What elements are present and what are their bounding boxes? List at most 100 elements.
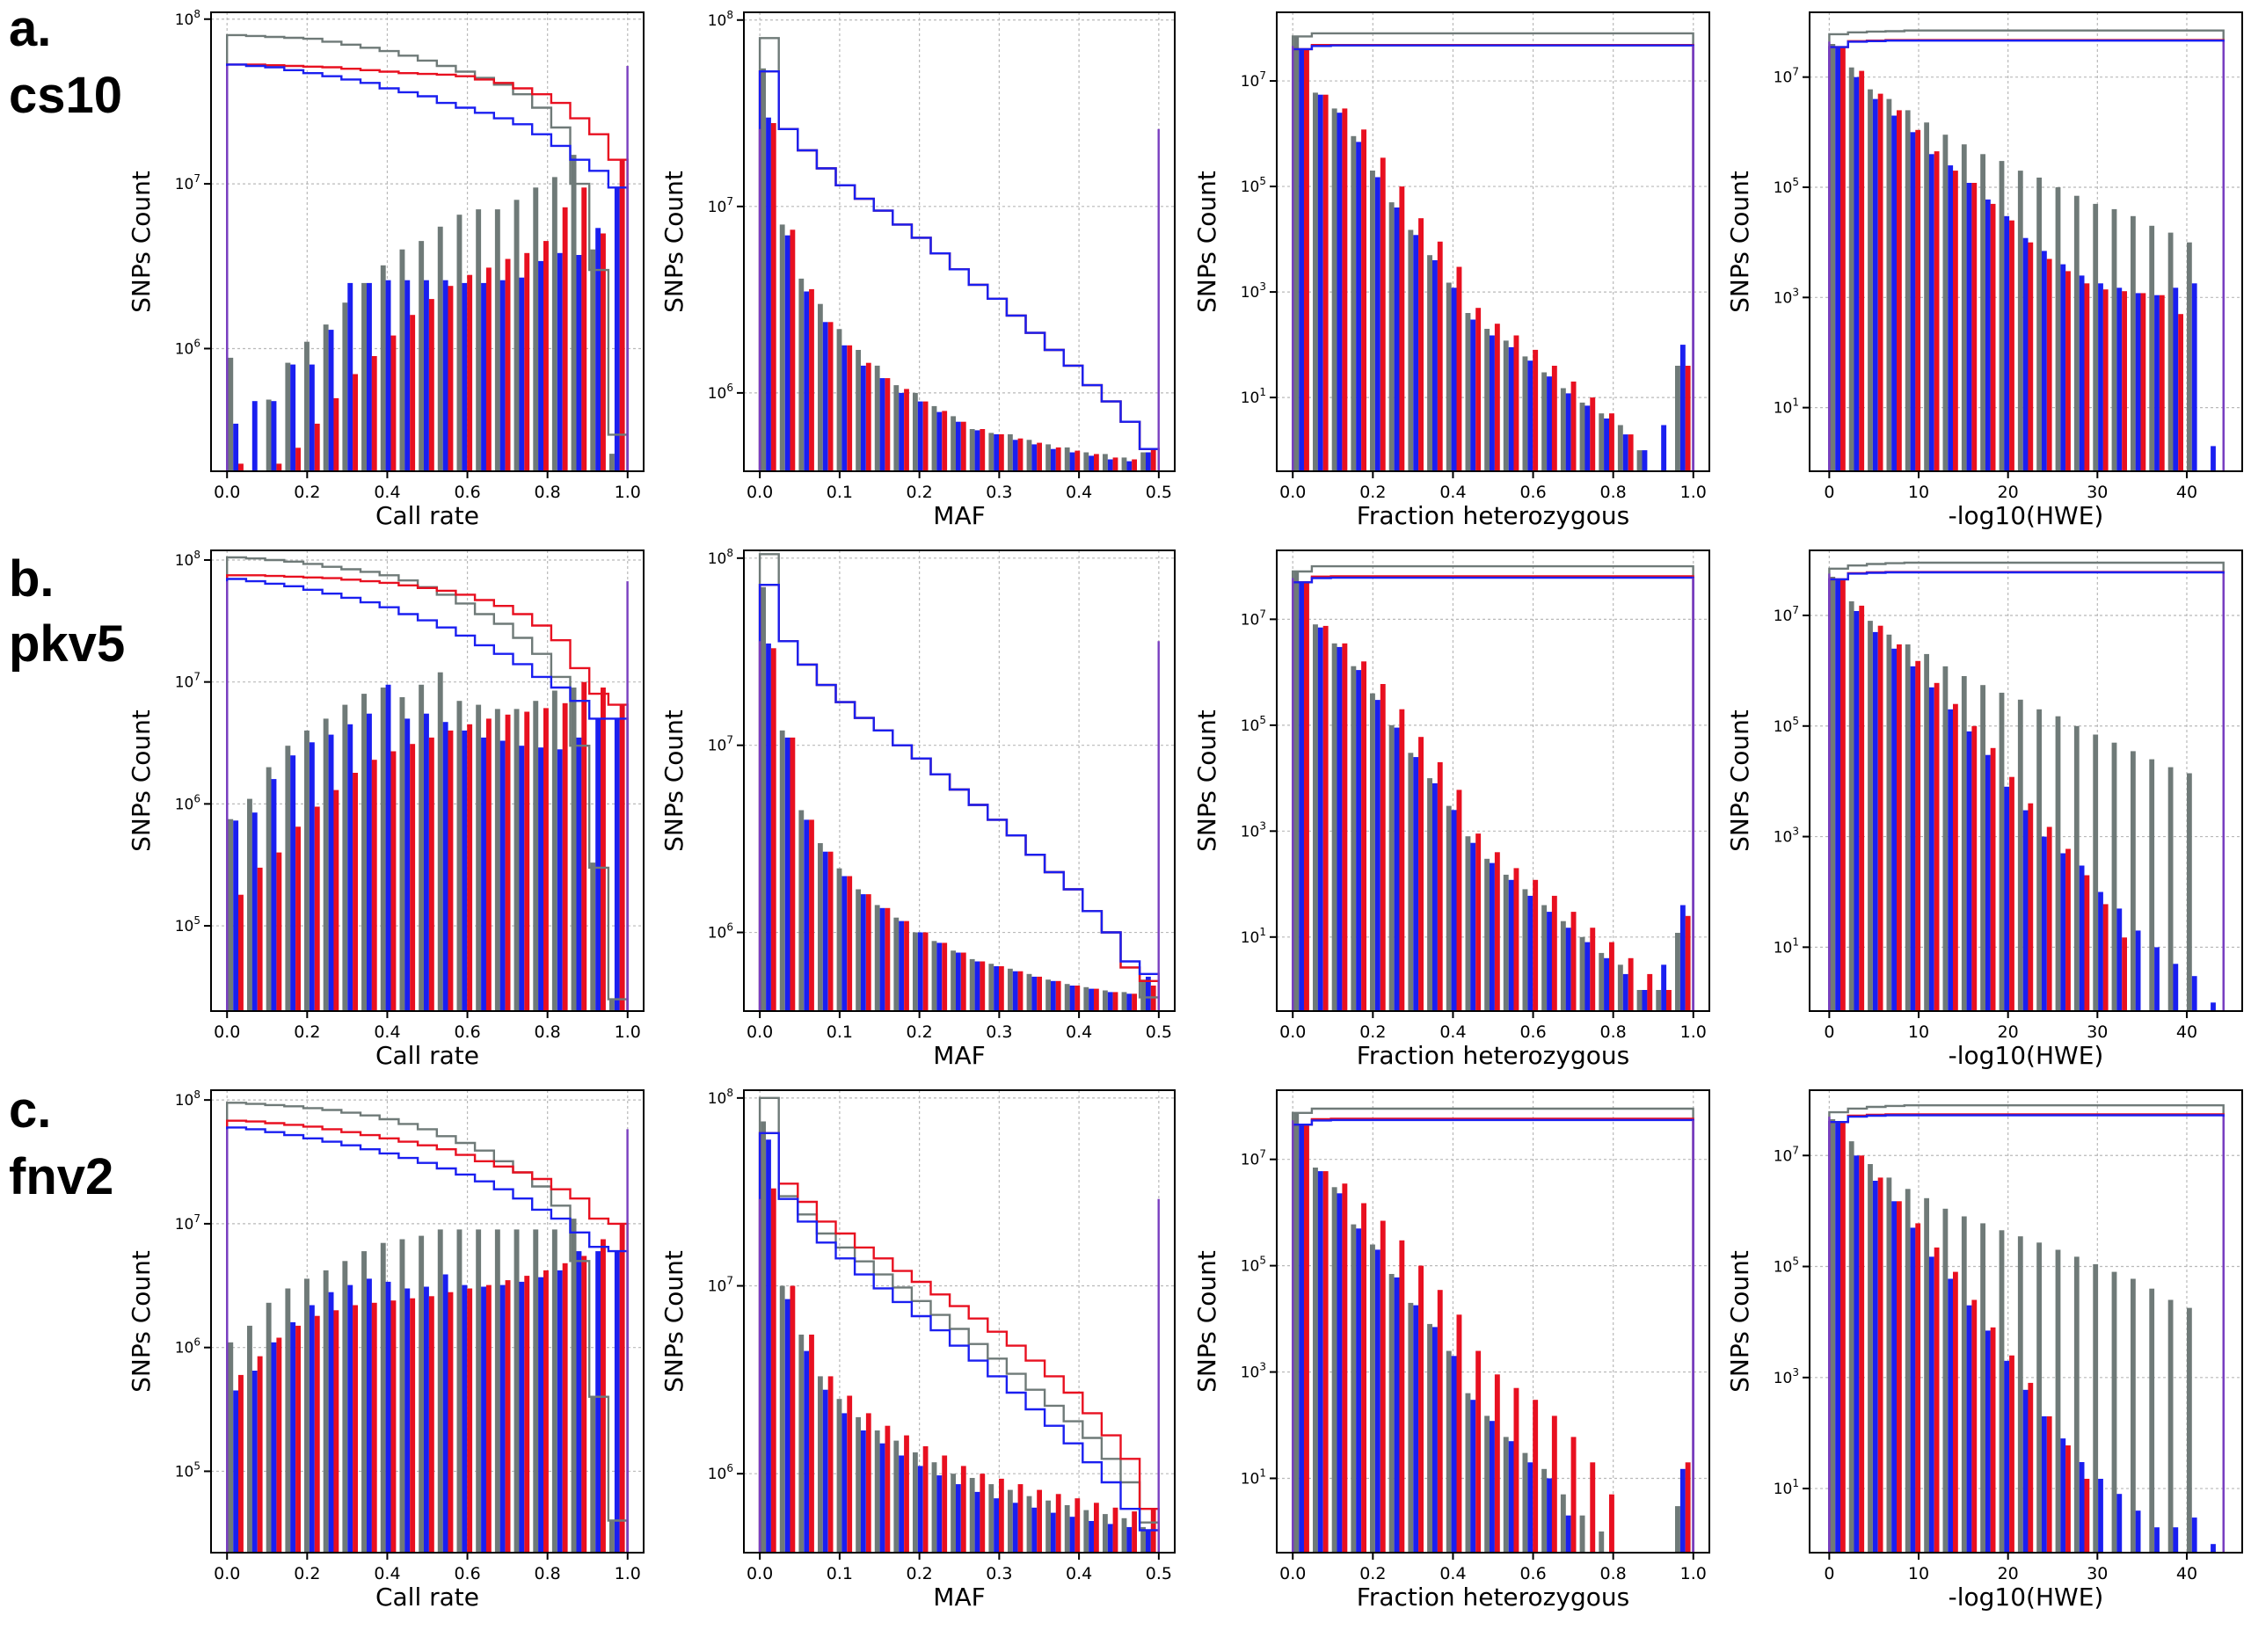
bar-blue [841, 876, 848, 1011]
bar-grey [913, 392, 918, 471]
bar-blue [2004, 1360, 2010, 1553]
bar-red [1075, 1498, 1081, 1553]
x-axis-title: MAF [933, 1041, 985, 1070]
bar-red [2046, 258, 2052, 471]
bar-blue [1107, 1524, 1113, 1553]
step-red [758, 1132, 1160, 1553]
plot-frame [743, 11, 1176, 472]
bar-blue [2154, 1527, 2160, 1553]
bar-blue [1854, 76, 1860, 471]
step-lines [758, 37, 1160, 471]
x-axis-title: Call rate [375, 1041, 479, 1070]
x-tick-label: 0.2 [1359, 1564, 1386, 1583]
bar-grey [1388, 202, 1395, 471]
bar-blue [917, 1466, 923, 1553]
step-overlap [1292, 46, 1694, 471]
row-label-b-letter: b. [9, 550, 55, 608]
bar-blue [784, 235, 790, 471]
bar-blue [1490, 1421, 1495, 1553]
bar-grey [913, 932, 918, 1011]
bar-red [257, 1356, 263, 1553]
plot-frame [210, 1089, 645, 1554]
plot-area [744, 1090, 1175, 1553]
step-lines [1292, 32, 1694, 471]
bar-grey [1026, 1496, 1032, 1553]
bar-grey [1121, 457, 1127, 471]
step-blue [1292, 44, 1694, 471]
bar-blue [1891, 1201, 1897, 1553]
bar-blue [481, 282, 486, 471]
bar-grey [2036, 709, 2042, 1011]
bar-grey [1522, 889, 1528, 1011]
bar-grey [323, 324, 329, 471]
bar-grey [1886, 1177, 1892, 1553]
bar-red [980, 429, 986, 471]
bar-grey [779, 730, 785, 1011]
bar-grey [1465, 313, 1471, 471]
bar-blue [462, 282, 468, 471]
bar-red [1840, 1122, 1846, 1553]
bar-blue [1126, 1526, 1133, 1553]
bar-red [770, 648, 776, 1011]
bar-grey [798, 1335, 805, 1553]
x-tick-label: 20 [1998, 1022, 2019, 1042]
bar-blue [1835, 579, 1840, 1011]
bar-grey [1942, 135, 1949, 471]
bar-grey [2055, 187, 2061, 471]
step-lines [1292, 564, 1694, 1011]
bar-grey [323, 718, 329, 1011]
bar-blue [1317, 94, 1323, 471]
bar-blue [404, 1288, 411, 1553]
plot-frame [1809, 11, 2243, 472]
bar-grey [1484, 329, 1490, 471]
bar-red [1494, 1374, 1500, 1553]
bar-red [238, 894, 244, 1011]
bar-grey [1980, 685, 1985, 1011]
bar-red [390, 751, 397, 1011]
bar-blue [822, 322, 828, 471]
step-lines [1828, 1104, 2225, 1553]
bar-grey [988, 964, 994, 1011]
bar-grey [476, 209, 482, 471]
bar-red [1037, 1489, 1042, 1553]
bar-grey [1656, 990, 1662, 1011]
bar-blue [956, 952, 961, 1011]
y-tick-label: 107 [1774, 1144, 1799, 1165]
bar-grey [609, 1520, 615, 1553]
bars [761, 68, 1156, 471]
bar-red [485, 1284, 492, 1553]
bar-blue [2079, 865, 2085, 1011]
y-tick-label: 103 [1241, 280, 1266, 302]
bar-red [1990, 1327, 1996, 1553]
bar-grey [1961, 144, 1967, 471]
y-tick-label: 106 [175, 337, 200, 358]
bar-blue [385, 280, 391, 471]
step-overlap [758, 128, 1160, 471]
bar-red [276, 463, 282, 471]
bar-blue [1470, 1400, 1476, 1553]
bar-blue [499, 280, 506, 471]
bar-grey [2017, 171, 2023, 471]
y-axis-title: SNPs Count [659, 1250, 688, 1393]
bar-blue [251, 401, 258, 471]
bar-grey [285, 362, 291, 471]
bar-grey [2036, 178, 2042, 471]
bar-grey [1331, 643, 1337, 1011]
bar-red [276, 1337, 282, 1553]
bar-grey [1848, 600, 1854, 1011]
bar-red [1132, 1511, 1137, 1553]
bar-blue [499, 740, 506, 1011]
bar-blue [557, 252, 563, 471]
step-lines [226, 1102, 629, 1553]
bar-blue [2042, 836, 2047, 1011]
bar-red [1112, 1507, 1118, 1553]
bar-blue [879, 378, 885, 471]
bar-red [2065, 271, 2071, 471]
bar-blue [1527, 1462, 1533, 1553]
bar-blue [1470, 842, 1476, 1011]
plot-frame [1276, 1089, 1710, 1554]
bar-blue [2191, 976, 2197, 1011]
bar-blue [1374, 700, 1380, 1011]
bar-grey [779, 1285, 785, 1553]
step-grey [1292, 32, 1694, 471]
